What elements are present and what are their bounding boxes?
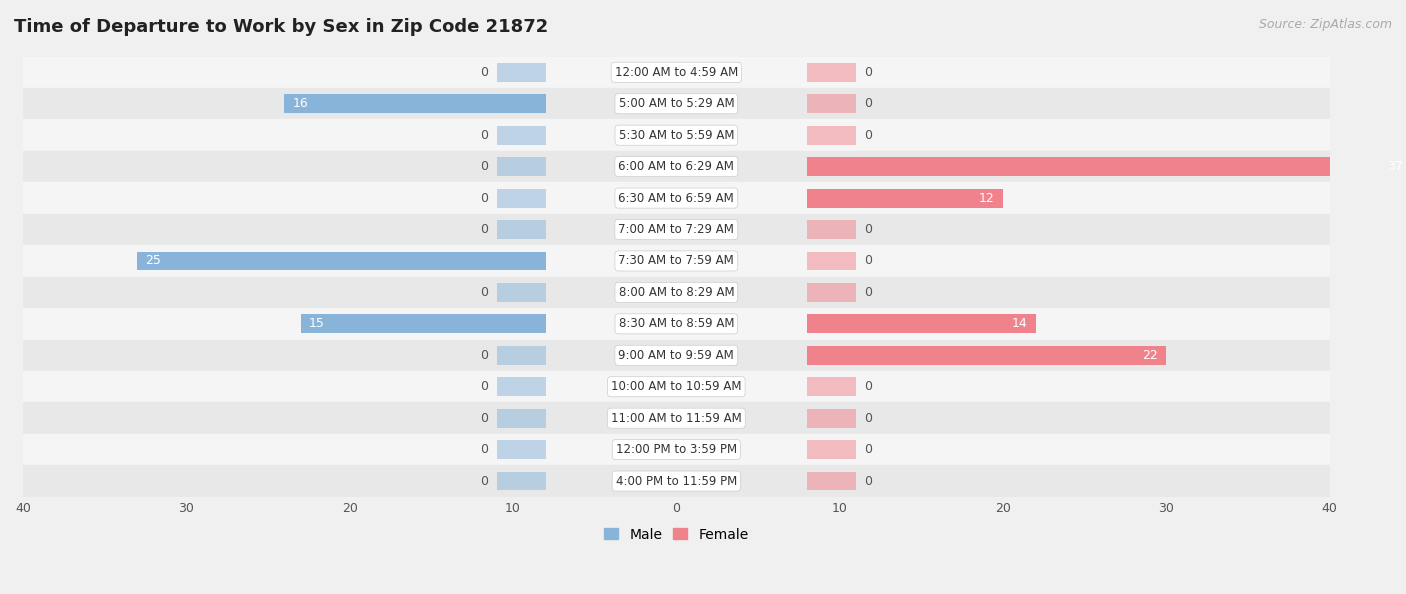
Bar [284,94,546,113]
Bar [807,314,1036,333]
Bar [22,403,1330,434]
Bar [496,440,546,459]
Bar [807,440,856,459]
Bar [807,283,856,302]
Text: 12: 12 [979,192,995,204]
Text: 0: 0 [865,443,872,456]
Text: 0: 0 [865,380,872,393]
Text: 0: 0 [865,254,872,267]
Legend: Male, Female: Male, Female [599,522,754,547]
Text: 8:00 AM to 8:29 AM: 8:00 AM to 8:29 AM [619,286,734,299]
Bar [807,409,856,428]
Bar [496,157,546,176]
Text: 5:00 AM to 5:29 AM: 5:00 AM to 5:29 AM [619,97,734,110]
Text: Source: ZipAtlas.com: Source: ZipAtlas.com [1258,18,1392,31]
Text: 0: 0 [865,286,872,299]
Bar [807,126,856,144]
Text: 7:30 AM to 7:59 AM: 7:30 AM to 7:59 AM [619,254,734,267]
Text: 0: 0 [865,223,872,236]
Text: 0: 0 [865,412,872,425]
Bar [22,371,1330,403]
Bar [22,340,1330,371]
Bar [496,220,546,239]
Text: 0: 0 [481,349,488,362]
Text: 0: 0 [481,380,488,393]
Text: 9:00 AM to 9:59 AM: 9:00 AM to 9:59 AM [619,349,734,362]
Bar [807,251,856,270]
Text: 8:30 AM to 8:59 AM: 8:30 AM to 8:59 AM [619,317,734,330]
Bar [22,308,1330,340]
Text: 0: 0 [865,129,872,142]
Bar [496,189,546,207]
Text: 0: 0 [865,97,872,110]
Bar [496,346,546,365]
Bar [807,157,1406,176]
Bar [22,465,1330,497]
Bar [22,214,1330,245]
Text: 4:00 PM to 11:59 PM: 4:00 PM to 11:59 PM [616,475,737,488]
Bar [301,314,546,333]
Text: 7:00 AM to 7:29 AM: 7:00 AM to 7:29 AM [619,223,734,236]
Text: 0: 0 [481,443,488,456]
Text: 37: 37 [1388,160,1403,173]
Text: 5:30 AM to 5:59 AM: 5:30 AM to 5:59 AM [619,129,734,142]
Text: 22: 22 [1143,349,1159,362]
Text: 0: 0 [481,412,488,425]
Bar [496,472,546,491]
Bar [807,63,856,82]
Text: 0: 0 [481,192,488,204]
Bar [22,119,1330,151]
Text: 11:00 AM to 11:59 AM: 11:00 AM to 11:59 AM [612,412,742,425]
Bar [22,151,1330,182]
Text: 0: 0 [481,223,488,236]
Text: 14: 14 [1012,317,1028,330]
Text: 0: 0 [865,475,872,488]
Text: 0: 0 [481,160,488,173]
Bar [496,283,546,302]
Bar [807,377,856,396]
Text: 10:00 AM to 10:59 AM: 10:00 AM to 10:59 AM [612,380,741,393]
Text: 0: 0 [481,129,488,142]
Text: 0: 0 [865,66,872,79]
Text: 16: 16 [292,97,308,110]
Bar [22,182,1330,214]
Text: 12:00 AM to 4:59 AM: 12:00 AM to 4:59 AM [614,66,738,79]
Bar [22,277,1330,308]
Text: 6:00 AM to 6:29 AM: 6:00 AM to 6:29 AM [619,160,734,173]
Bar [496,126,546,144]
Bar [807,94,856,113]
Bar [22,56,1330,88]
Bar [22,245,1330,277]
Bar [138,251,546,270]
Bar [496,63,546,82]
Text: 6:30 AM to 6:59 AM: 6:30 AM to 6:59 AM [619,192,734,204]
Bar [807,189,1002,207]
Bar [807,220,856,239]
Text: 15: 15 [309,317,325,330]
Bar [496,377,546,396]
Text: 12:00 PM to 3:59 PM: 12:00 PM to 3:59 PM [616,443,737,456]
Text: 0: 0 [481,475,488,488]
Text: 25: 25 [145,254,162,267]
Bar [807,346,1167,365]
Text: 0: 0 [481,66,488,79]
Text: 0: 0 [481,286,488,299]
Bar [496,409,546,428]
Bar [22,88,1330,119]
Text: Time of Departure to Work by Sex in Zip Code 21872: Time of Departure to Work by Sex in Zip … [14,18,548,36]
Bar [807,472,856,491]
Bar [22,434,1330,465]
